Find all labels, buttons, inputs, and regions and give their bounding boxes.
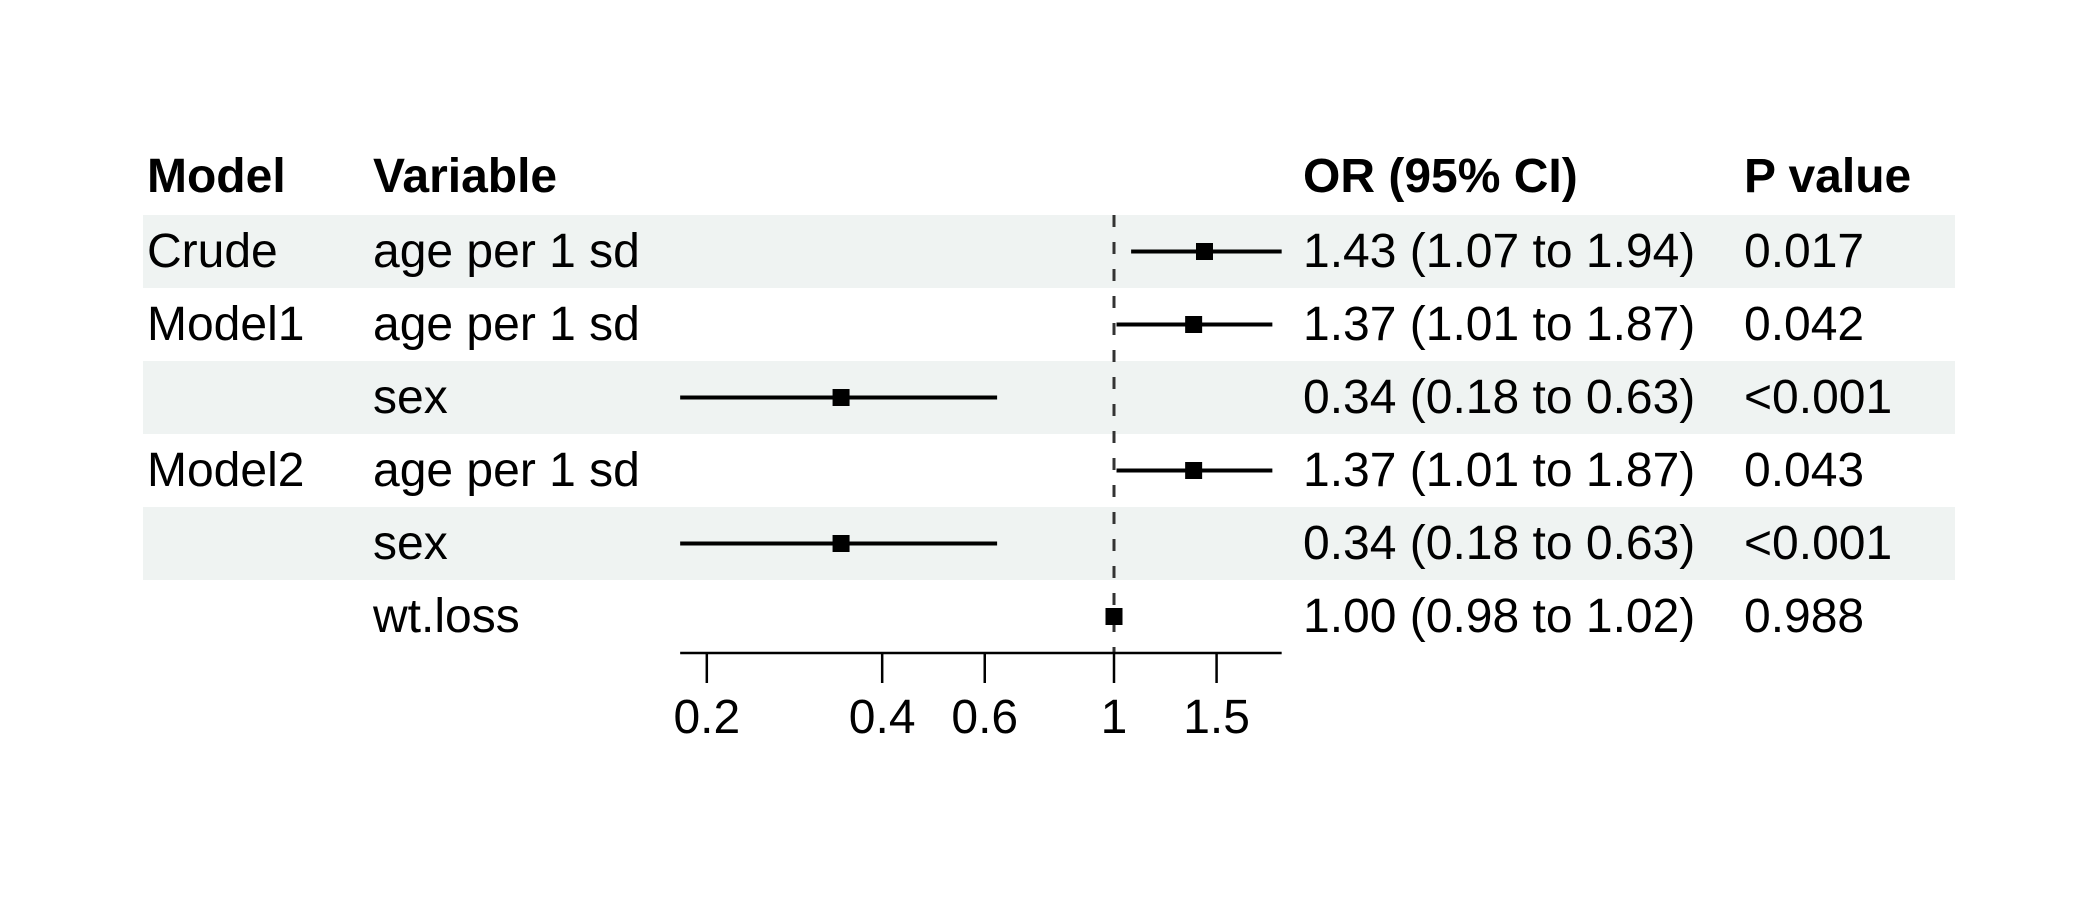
p-value-cell: <0.001 [1744,371,1893,424]
model-cell: Crude [147,225,278,278]
variable-cell: wt.loss [373,590,520,643]
or-ci-cell: 1.00 (0.98 to 1.02) [1303,590,1696,643]
x-tick-label: 0.4 [849,691,916,744]
column-header-or-ci: OR (95% CI) [1303,150,1578,203]
column-header-p-value: P value [1744,150,1912,203]
model-cell: Model2 [147,444,305,497]
variable-cell: age per 1 sd [373,444,640,497]
p-value-cell: 0.988 [1744,590,1865,643]
p-value-cell: 0.017 [1744,225,1865,278]
x-tick-label: 1.5 [1183,691,1250,744]
or-ci-cell: 1.37 (1.01 to 1.87) [1303,444,1696,497]
variable-cell: sex [373,371,448,424]
model-cell: Model1 [147,298,305,351]
table-row: Crude age per 1 sd 1.43 (1.07 to 1.94) 0… [143,215,1955,288]
p-value-cell: 0.043 [1744,444,1865,497]
column-header-model: Model [147,150,286,203]
table-row: Model2 age per 1 sd 1.37 (1.01 to 1.87) … [143,434,1955,507]
or-ci-cell: 1.37 (1.01 to 1.87) [1303,298,1696,351]
variable-cell: age per 1 sd [373,298,640,351]
p-value-cell: <0.001 [1744,517,1893,570]
or-ci-cell: 0.34 (0.18 to 0.63) [1303,371,1696,424]
table-row: sex 0.34 (0.18 to 0.63) <0.001 [143,361,1955,434]
table-row: sex 0.34 (0.18 to 0.63) <0.001 [143,507,1955,580]
x-tick-label: 0.6 [951,691,1018,744]
or-ci-cell: 1.43 (1.07 to 1.94) [1303,225,1696,278]
p-value-cell: 0.042 [1744,298,1865,351]
variable-cell: sex [373,517,448,570]
x-tick-label: 1 [1101,691,1128,744]
x-tick-label: 0.2 [673,691,740,744]
variable-cell: age per 1 sd [373,225,640,278]
table-header-row: Model Variable OR (95% CI) P value [143,140,1955,213]
or-ci-cell: 0.34 (0.18 to 0.63) [1303,517,1696,570]
table-row: Model1 age per 1 sd 1.37 (1.01 to 1.87) … [143,288,1955,361]
column-header-variable: Variable [373,150,558,203]
table-row: wt.loss 1.00 (0.98 to 1.02) 0.988 [143,580,1955,653]
